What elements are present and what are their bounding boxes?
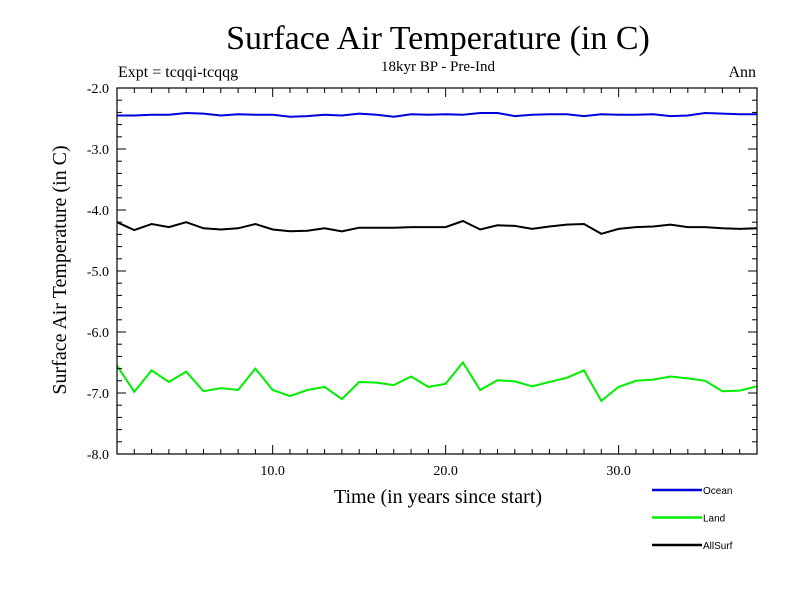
y-tick-label: -7.0 (87, 387, 109, 402)
plot-area (116, 87, 758, 455)
y-axis-label: Surface Air Temperature (in C) (49, 145, 71, 394)
series-line-allsurf (116, 219, 758, 235)
plot-frame (116, 87, 758, 455)
chart-subtitle: 18kyr BP - Pre-Ind (381, 59, 496, 75)
tick-labels: -2.0 -3.0 -4.0 -5.0 -6.0 -7.0 -8.0 10.0 20.0 30.0 (87, 82, 631, 479)
x-tick-label: 30.0 (606, 464, 631, 479)
legend-label-allsurf: AllSurf (703, 541, 733, 552)
y-tick-label: -3.0 (87, 143, 109, 158)
y-tick-label: -4.0 (87, 204, 109, 219)
legend-label-ocean: Ocean (703, 486, 732, 497)
series-layer (116, 111, 758, 403)
legend-label-land: Land (703, 514, 725, 525)
legend: Ocean Land AllSurf (652, 486, 733, 552)
y-tick-label: -8.0 (87, 448, 109, 463)
x-tick-label: 10.0 (260, 464, 285, 479)
y-tick-label: -2.0 (87, 82, 109, 97)
y-tick-label: -6.0 (87, 326, 109, 341)
ticks-layer (116, 87, 758, 455)
y-tick-label: -5.0 (87, 265, 109, 280)
experiment-label: Expt = tcqqi-tcqqg (118, 64, 238, 81)
x-axis-label: Time (in years since start) (334, 486, 542, 508)
season-label: Ann (728, 64, 756, 81)
series-line-land (116, 360, 758, 403)
series-line-ocean (117, 111, 757, 118)
x-tick-label: 20.0 (433, 464, 458, 479)
chart-title: Surface Air Temperature (in C) (226, 20, 650, 57)
